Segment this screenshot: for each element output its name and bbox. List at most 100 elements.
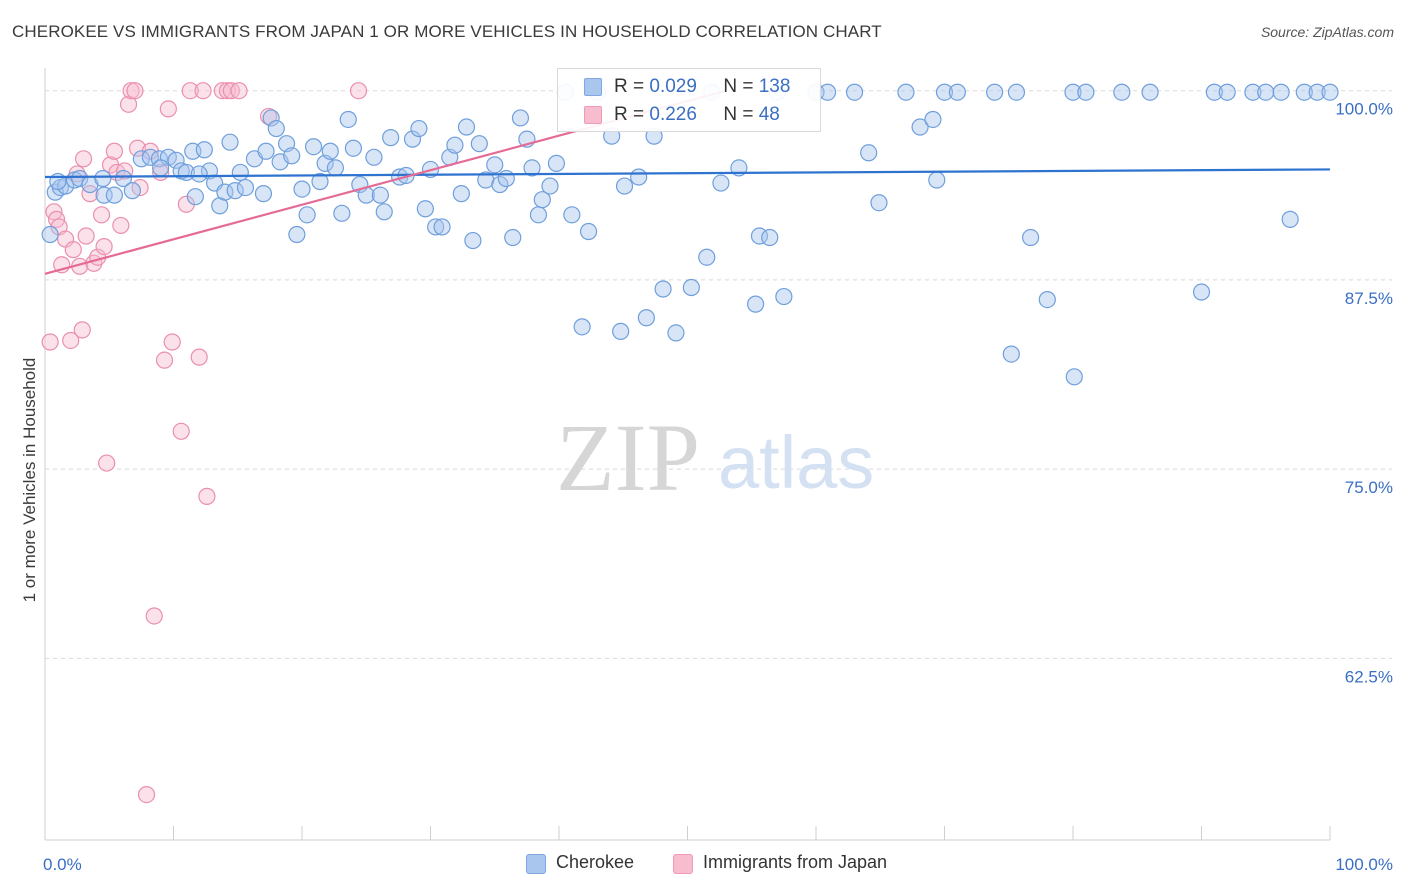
point-cherokee bbox=[231, 163, 249, 182]
point-immigrants-from-japan bbox=[181, 82, 199, 100]
point-cherokee bbox=[1007, 83, 1026, 101]
point-cherokee bbox=[326, 159, 345, 177]
point-cherokee bbox=[547, 154, 566, 172]
series-immigrants-from-japan bbox=[41, 82, 368, 804]
legend-label-cherokee: Cherokee bbox=[556, 852, 635, 872]
point-immigrants-from-japan bbox=[64, 241, 82, 259]
point-cherokee bbox=[464, 231, 482, 250]
point-immigrants-from-japan bbox=[105, 142, 123, 160]
point-cherokee bbox=[1077, 83, 1095, 101]
point-cherokee bbox=[529, 206, 548, 224]
point-cherokee bbox=[935, 83, 954, 101]
point-cherokee bbox=[924, 110, 942, 129]
point-cherokee bbox=[382, 129, 400, 147]
stats-swatch-japan bbox=[584, 106, 602, 124]
point-cherokee bbox=[257, 142, 275, 160]
watermark: ZIP atlas bbox=[556, 404, 874, 511]
point-cherokee bbox=[986, 83, 1004, 101]
point-immigrants-from-japan bbox=[194, 82, 212, 100]
y-axis-label: 1 or more Vehicles in Household bbox=[20, 357, 39, 603]
point-cherokee bbox=[630, 168, 648, 186]
point-immigrants-from-japan bbox=[349, 82, 368, 100]
y-tick-label: 87.5% bbox=[1345, 289, 1393, 308]
source-credit: Source: ZipAtlas.com bbox=[1260, 24, 1394, 40]
point-cherokee bbox=[190, 165, 208, 183]
point-cherokee bbox=[1002, 345, 1020, 363]
point-immigrants-from-japan bbox=[95, 238, 113, 256]
point-cherokee bbox=[71, 169, 89, 188]
point-cherokee bbox=[375, 203, 393, 221]
point-cherokee bbox=[288, 225, 306, 244]
point-cherokee bbox=[775, 287, 793, 306]
point-immigrants-from-japan bbox=[122, 82, 140, 100]
point-cherokee bbox=[427, 218, 445, 236]
point-cherokee bbox=[612, 322, 630, 340]
point-cherokee bbox=[267, 119, 285, 138]
point-cherokee bbox=[344, 139, 362, 157]
y-tick-label: 75.0% bbox=[1345, 478, 1393, 497]
point-cherokee bbox=[615, 177, 634, 195]
point-cherokee bbox=[682, 278, 700, 297]
point-cherokee bbox=[573, 318, 591, 336]
point-cherokee bbox=[1257, 83, 1275, 101]
point-immigrants-from-japan bbox=[190, 348, 208, 366]
point-cherokee bbox=[293, 180, 311, 198]
point-cherokee bbox=[511, 109, 530, 127]
point-cherokee bbox=[152, 159, 170, 177]
point-cherokee bbox=[254, 185, 273, 203]
point-cherokee bbox=[339, 110, 357, 129]
point-cherokee bbox=[845, 83, 864, 101]
point-cherokee bbox=[221, 133, 239, 151]
legend: Cherokee Immigrants from Japan bbox=[0, 852, 1406, 876]
point-cherokee bbox=[410, 119, 428, 138]
point-cherokee bbox=[654, 280, 672, 298]
point-immigrants-from-japan bbox=[77, 227, 95, 245]
point-immigrants-from-japan bbox=[73, 321, 91, 339]
point-cherokee bbox=[698, 248, 716, 266]
point-cherokee bbox=[541, 177, 559, 195]
point-cherokee bbox=[371, 186, 389, 204]
point-immigrants-from-japan bbox=[213, 82, 231, 100]
point-cherokee bbox=[712, 174, 730, 192]
trend-line-cherokee bbox=[44, 168, 1331, 179]
point-cherokee bbox=[1244, 83, 1262, 101]
point-cherokee bbox=[433, 218, 451, 236]
point-immigrants-from-japan bbox=[159, 100, 177, 118]
point-cherokee bbox=[123, 182, 141, 200]
point-cherokee bbox=[1295, 83, 1313, 101]
point-cherokee bbox=[311, 172, 329, 191]
point-cherokee bbox=[452, 185, 470, 203]
legend-label-japan: Immigrants from Japan bbox=[703, 852, 888, 872]
point-immigrants-from-japan bbox=[137, 785, 156, 804]
point-cherokee bbox=[1038, 291, 1056, 309]
point-cherokee bbox=[1141, 83, 1159, 101]
point-cherokee bbox=[491, 175, 509, 194]
point-cherokee bbox=[747, 295, 765, 313]
x-tick-label: 0.0% bbox=[43, 855, 82, 874]
point-cherokee bbox=[504, 228, 522, 247]
watermark-zip: ZIP bbox=[556, 404, 700, 511]
point-immigrants-from-japan bbox=[172, 422, 190, 440]
point-cherokee bbox=[1321, 83, 1339, 101]
point-immigrants-from-japan bbox=[126, 82, 144, 100]
point-cherokee bbox=[304, 138, 323, 156]
point-cherokee bbox=[195, 141, 213, 159]
point-immigrants-from-japan bbox=[98, 454, 116, 472]
point-cherokee bbox=[41, 225, 59, 244]
point-cherokee bbox=[226, 182, 244, 200]
point-cherokee bbox=[236, 178, 255, 197]
stats-r-value-japan: 0.226 bbox=[649, 104, 697, 125]
point-cherokee bbox=[457, 118, 476, 136]
point-cherokee bbox=[1281, 210, 1299, 228]
point-cherokee bbox=[818, 83, 837, 101]
point-immigrants-from-japan bbox=[198, 487, 216, 505]
stats-n-value-japan: 48 bbox=[758, 104, 780, 125]
point-cherokee bbox=[1205, 83, 1223, 101]
point-cherokee bbox=[365, 148, 383, 166]
point-cherokee bbox=[533, 191, 551, 209]
point-cherokee bbox=[563, 206, 581, 224]
stats-n-label: N = bbox=[723, 104, 754, 125]
stats-n-value-cherokee: 138 bbox=[758, 76, 791, 97]
point-cherokee bbox=[1113, 83, 1131, 101]
point-cherokee bbox=[948, 83, 966, 101]
